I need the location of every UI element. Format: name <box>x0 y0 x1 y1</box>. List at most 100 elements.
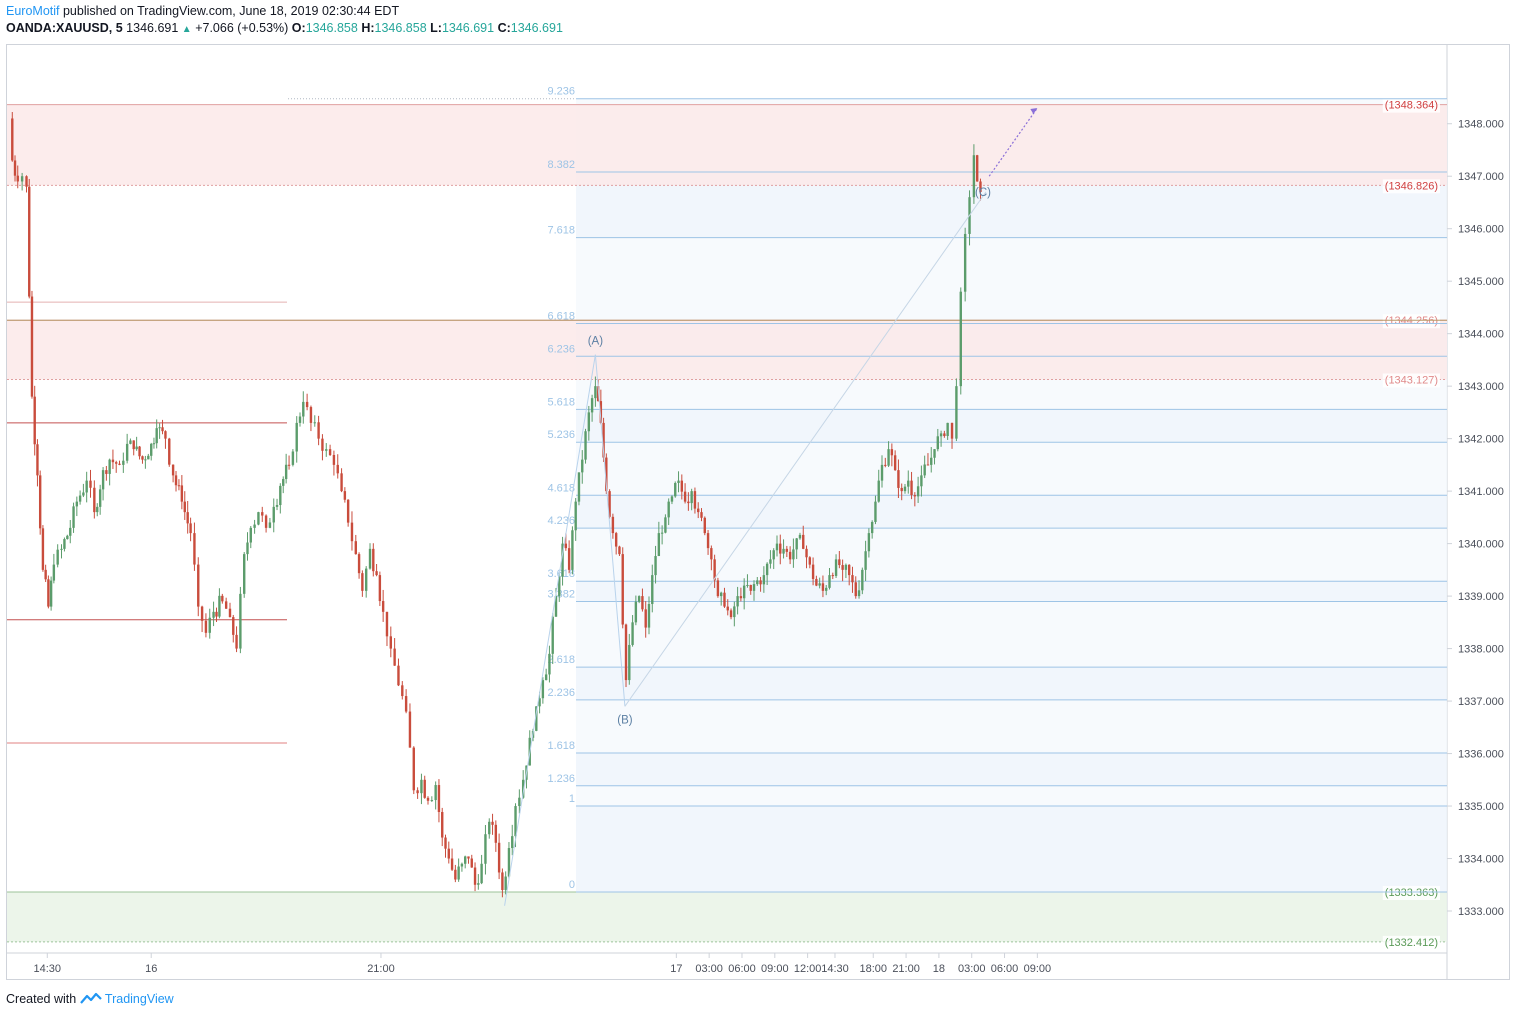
bull-candle <box>272 506 275 523</box>
bear-candle <box>910 480 913 496</box>
bear-candle <box>232 617 235 635</box>
bear-candle <box>897 470 900 488</box>
bear-candle <box>183 501 186 513</box>
bull-candle <box>955 386 958 439</box>
price-tick-label: 1347.000 <box>1458 171 1504 183</box>
bull-candle <box>69 527 72 536</box>
bear-candle <box>328 449 332 455</box>
bull-candle <box>268 522 272 528</box>
bull-candle <box>972 155 976 198</box>
projection-line <box>988 107 1038 177</box>
bull-candle <box>75 501 79 507</box>
zone-label-bg <box>1382 935 1440 950</box>
bull-candle <box>147 455 150 460</box>
bear-candle <box>132 440 135 450</box>
bull-candle <box>581 459 584 473</box>
bear-candle <box>729 610 733 618</box>
tradingview-link[interactable]: TradingView <box>104 992 174 1006</box>
bull-candle <box>514 806 517 837</box>
zone-label-bg <box>1382 373 1440 388</box>
bull-candle <box>63 539 66 549</box>
wave-line <box>624 191 987 707</box>
publish-line: EuroMotif published on TradingView.com, … <box>6 4 399 18</box>
bull-candle <box>218 595 221 617</box>
fib-band <box>576 409 1447 443</box>
bear-candle <box>426 797 430 801</box>
bull-candle <box>939 433 943 437</box>
bull-candle <box>637 596 641 602</box>
bear-candle <box>375 571 378 576</box>
bull-candle <box>772 550 775 560</box>
bull-candle <box>538 698 541 707</box>
fib-band <box>576 699 1447 753</box>
bear-candle <box>473 867 477 885</box>
bull-candle <box>122 460 125 465</box>
fib-band <box>576 785 1447 807</box>
bull-candle <box>590 398 594 413</box>
bear-candle <box>321 438 324 451</box>
bear-candle <box>441 812 444 838</box>
fib-level-label: 3.618 <box>547 568 575 580</box>
bear-candle <box>683 491 687 502</box>
zone-price-label: (1346.826) <box>1385 180 1438 192</box>
bear-candle <box>412 747 415 791</box>
bull-candle <box>828 575 831 588</box>
bull-candle <box>887 449 890 466</box>
wave-label: (C) <box>975 187 991 199</box>
bear-candle <box>890 449 894 456</box>
zone-label-bg <box>1382 885 1440 900</box>
fib-level-label: 3.382 <box>547 588 575 600</box>
bull-candle <box>647 604 651 628</box>
fib-band <box>576 495 1447 529</box>
bull-candle <box>152 443 156 445</box>
bull-candle <box>150 443 153 456</box>
bull-candle <box>930 457 933 465</box>
bull-candle <box>535 706 538 731</box>
wave-label: (B) <box>617 714 633 726</box>
zone-price-label: (1343.127) <box>1385 374 1438 386</box>
bull-candle <box>561 543 564 577</box>
chart-frame[interactable] <box>6 44 1510 980</box>
bear-candle <box>38 475 42 529</box>
open-label: O: <box>291 21 306 35</box>
bear-candle <box>401 685 404 697</box>
time-tick-label: 06:00 <box>991 963 1019 975</box>
bear-candle <box>494 824 498 843</box>
fib-band <box>576 806 1447 892</box>
bull-candle <box>82 492 85 496</box>
bear-candle <box>854 582 857 597</box>
bear-candle <box>726 606 729 611</box>
bear-candle <box>851 575 854 583</box>
fib-band <box>576 667 1447 700</box>
bull-candle <box>78 495 82 502</box>
bull-candle <box>129 440 132 444</box>
bear-candle <box>89 480 92 488</box>
bull-candle <box>916 486 920 497</box>
bull-candle <box>511 836 514 849</box>
price-tick-label: 1336.000 <box>1458 749 1504 761</box>
bull-candle <box>690 491 693 504</box>
bull-candle <box>507 848 511 877</box>
bull-candle <box>574 501 577 531</box>
bear-candle <box>161 427 164 432</box>
bull-candle <box>834 559 838 576</box>
time-tick-label: 18:00 <box>859 963 887 975</box>
bear-candle <box>739 596 743 599</box>
fib-level-label: 6.618 <box>547 310 575 322</box>
bear-candle <box>204 620 208 633</box>
bear-candle <box>221 595 224 602</box>
bull-candle <box>284 464 288 480</box>
fib-band <box>576 752 1447 786</box>
bull-candle <box>364 568 368 591</box>
bear-candle <box>404 696 408 712</box>
author-link[interactable]: EuroMotif <box>6 4 60 18</box>
bear-candle <box>785 548 789 552</box>
bull-candle <box>864 551 867 570</box>
bear-candle <box>416 790 419 794</box>
bull-candle <box>155 428 158 444</box>
bear-candle <box>444 837 447 849</box>
bull-candle <box>480 863 483 884</box>
fib-level-label: 7.618 <box>547 225 575 237</box>
zone-price-label: (1333.363) <box>1385 887 1438 899</box>
